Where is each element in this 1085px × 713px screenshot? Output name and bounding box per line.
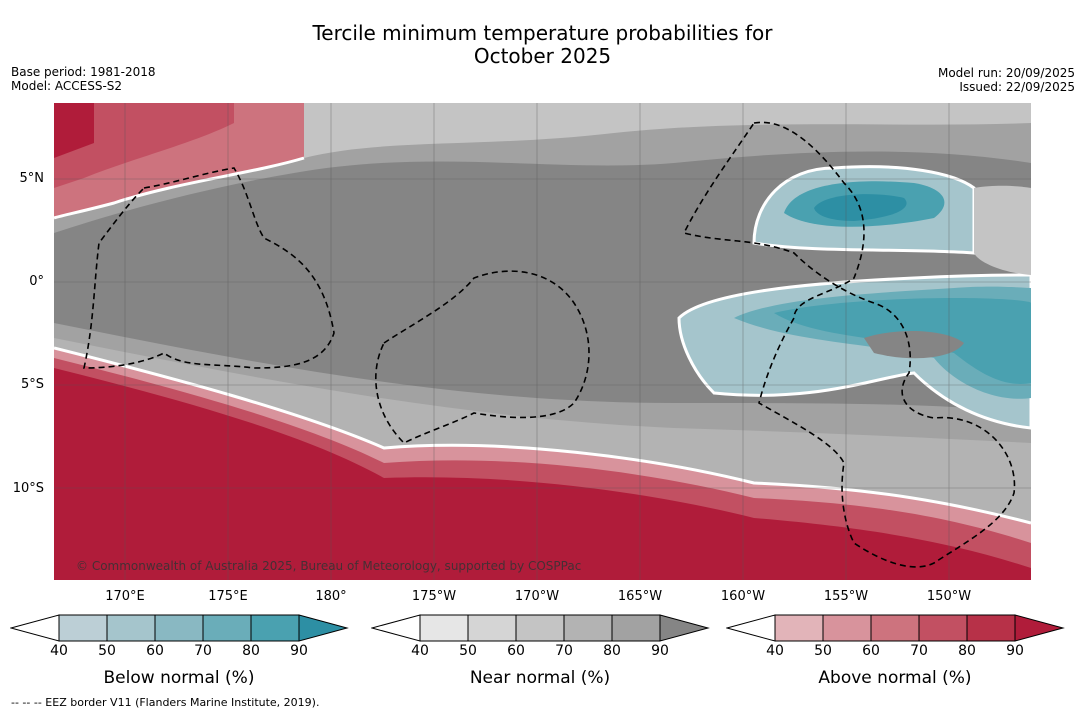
tick-label: 80 [603,643,621,659]
title-line-1: Tercile minimum temperature probabilitie… [312,21,773,45]
lat-label: 5°S [20,377,44,392]
colorbar-title: Below normal (%) [103,668,255,688]
tick-label: 60 [862,643,880,659]
tick-label: 40 [411,643,429,659]
model-run: Model run: 20/09/2025 [937,66,1075,80]
colorbar-above-normal-bar [726,614,1065,642]
eez-footnote: -- -- -- EEZ border V11 (Flanders Marine… [11,696,320,709]
tick-label: 90 [1006,643,1024,659]
colorbar-swatch [611,614,661,642]
meta-right: Model run: 20/09/2025 Issued: 22/09/2025 [938,66,1075,94]
eez-tokelau [375,270,590,444]
lon-label: 175°E [208,589,248,604]
tick-label: 80 [242,643,260,659]
tick-label: 50 [814,643,832,659]
meta-left: Base period: 1981-2018 Model: ACCESS-S2 [11,65,156,93]
title-line-2: October 2025 [473,44,612,68]
e-grey-island [864,331,964,359]
colorbar-swatch [106,614,156,642]
lon-label: 150°W [926,589,972,604]
lon-label: 170°E [105,589,145,604]
colorbar-swatch [1014,614,1065,642]
lon-label: 160°W [720,589,766,604]
colorbar-below-normal-bar [10,614,349,642]
lon-label: 175°W [411,589,457,604]
eez-kiribati-phoenix [682,121,1016,568]
base-period: Base period: 1981-2018 [11,65,156,79]
lon-label: 165°W [617,589,663,604]
nw-above-normal-core [54,103,94,158]
tick-label: 80 [958,643,976,659]
colorbar-swatch [250,614,300,642]
lat-label: 10°S [12,481,44,496]
grid-lines [54,103,1031,580]
colorbar-swatch [154,614,204,642]
tick-label: 50 [98,643,116,659]
colorbar-swatch [822,614,872,642]
tick-label: 60 [507,643,525,659]
colorbar-near-normal-bar [371,614,710,642]
model-name: Model: ACCESS-S2 [11,79,123,93]
lat-label: 0° [29,274,44,289]
tick-label: 40 [766,643,784,659]
north-light-band [294,103,1031,158]
tick-label: 40 [50,643,68,659]
south-threshold-line [54,346,1031,525]
lon-label: 155°W [823,589,869,604]
colorbar-swatch [202,614,252,642]
colorbar-swatch [966,614,1016,642]
colorbar-swatch [58,614,108,642]
colorbar-swatch [467,614,517,642]
south-above-normal-core [54,368,1031,580]
lat-label: 5°N [19,171,45,186]
tick-label: 70 [194,643,212,659]
tick-label: 50 [459,643,477,659]
colorbar-title: Above normal (%) [818,668,972,688]
chart-title: Tercile minimum temperature probabilitie… [0,22,1085,68]
copyright-notice: © Commonwealth of Australia 2025, Bureau… [76,559,582,573]
eez-borders [83,121,1016,568]
tick-label: 60 [146,643,164,659]
issued-date: Issued: 22/09/2025 [959,80,1075,94]
colorbar-swatch [659,614,710,642]
lon-label: 170°W [514,589,560,604]
probability-map [54,103,1031,580]
colorbar-swatch [419,614,469,642]
tick-label: 90 [651,643,669,659]
colorbar-swatch [515,614,565,642]
colorbar-swatch [870,614,920,642]
colorbar-swatch [918,614,968,642]
colorbar-swatch [298,614,349,642]
tick-label: 70 [910,643,928,659]
tick-label: 90 [290,643,308,659]
lon-label: 180° [315,589,347,604]
tick-label: 70 [555,643,573,659]
colorbar-title: Near normal (%) [469,668,611,688]
colorbar-swatch [563,614,613,642]
nw-above-normal-strong [54,103,234,188]
nw-threshold-line [54,156,305,220]
e-grey-patch [974,185,1031,275]
eez-tuvalu [83,167,335,369]
colorbar-swatch [774,614,824,642]
